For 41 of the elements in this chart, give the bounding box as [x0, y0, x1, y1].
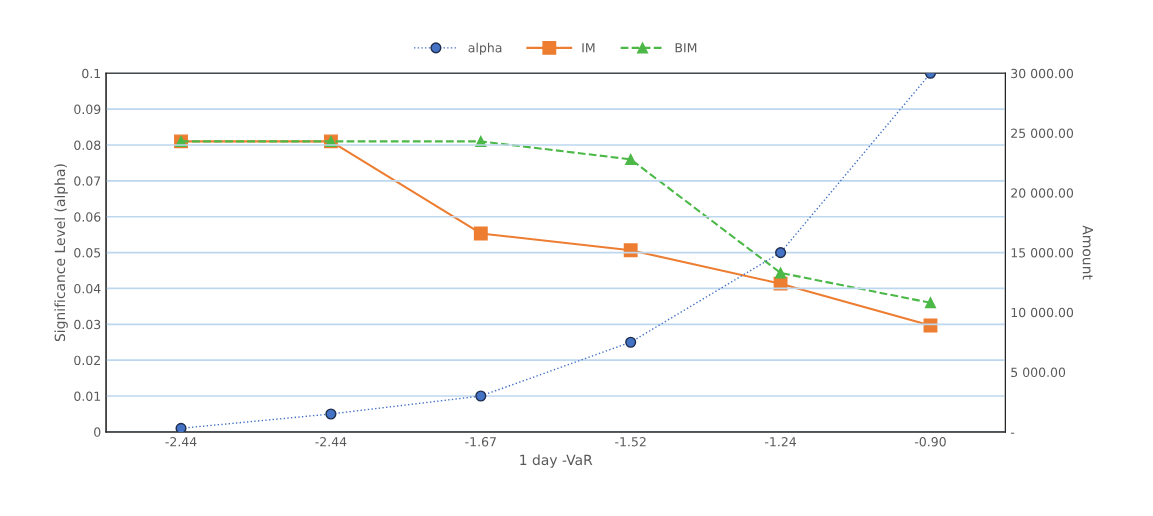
y2-axis-title: Amount	[1082, 225, 1093, 280]
y2-tick-label: 5 000.00	[1011, 367, 1066, 378]
point	[325, 408, 337, 420]
y2-tick-label: 10 000.00	[1011, 307, 1074, 318]
point	[924, 297, 937, 309]
x-tick-label: -2.44	[315, 436, 347, 447]
point	[625, 336, 637, 348]
point	[775, 247, 787, 259]
y-tick-label: 0.1	[82, 68, 101, 79]
point	[475, 390, 487, 402]
point	[175, 422, 187, 432]
y2-tick-label: 30 000.00	[1011, 68, 1074, 79]
y-tick-label: 0	[94, 427, 101, 437]
x-tick-label: -1.52	[615, 436, 646, 447]
point	[773, 276, 788, 291]
point	[775, 267, 787, 279]
x-axis-title: 1 day -VaR	[520, 454, 593, 468]
legend-label: IM	[582, 43, 595, 53]
y-tick-label: 0.08	[74, 140, 101, 150]
point	[625, 153, 637, 165]
y-tick-label: 0.02	[74, 355, 100, 366]
y-tick-label: 0.01	[74, 391, 101, 401]
y-axis-title: Significance Level (alpha)	[54, 164, 68, 342]
y-tick-label: 0.07	[74, 176, 101, 186]
y-tick-label: 0.03	[74, 319, 101, 330]
y2-tick-label: 15 000.00	[1011, 248, 1074, 258]
x-tick-label: -0.90	[914, 436, 946, 447]
y-tick-label: 0.06	[74, 212, 101, 222]
point	[473, 226, 488, 241]
x-tick-label: -1.67	[465, 436, 496, 447]
x-tick-label: -2.44	[165, 436, 197, 447]
y-tick-label: 0.05	[74, 248, 101, 258]
y2-tick-label: -	[1010, 432, 1015, 434]
y-tick-label: 0.04	[74, 283, 101, 294]
y-tick-label: 0.09	[74, 104, 101, 115]
legend-label: alpha	[468, 42, 502, 55]
x-tick-label: -1.24	[765, 436, 797, 447]
point	[623, 243, 638, 258]
y2-tick-label: 20 000.00	[1011, 188, 1074, 198]
y2-tick-label: 25 000.00	[1011, 128, 1074, 138]
legend-label: BIM	[675, 43, 697, 53]
